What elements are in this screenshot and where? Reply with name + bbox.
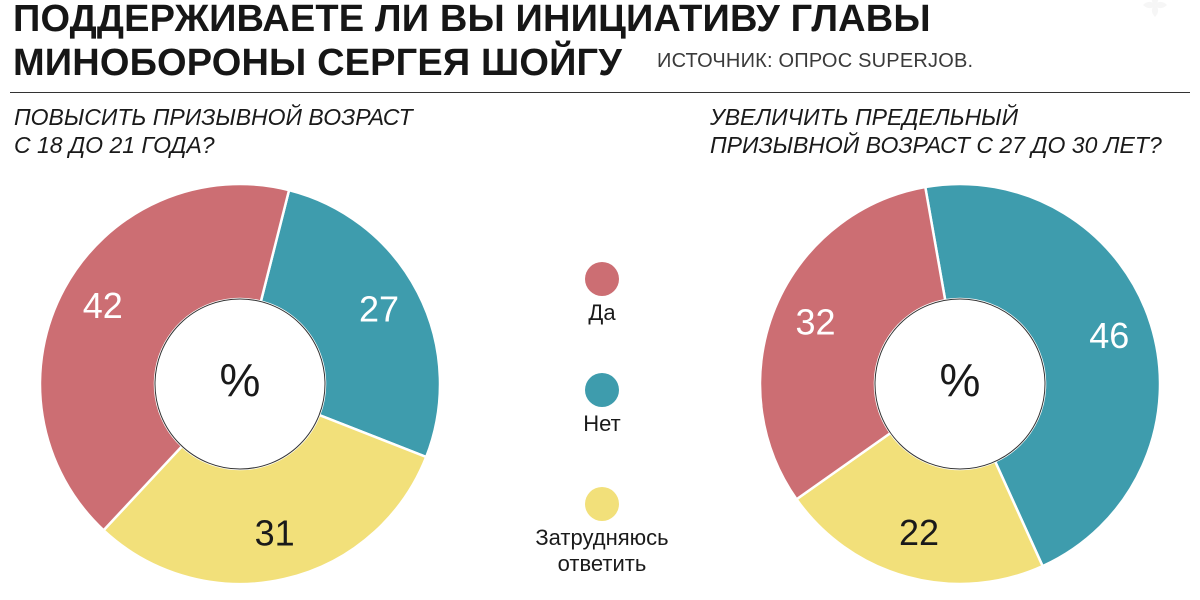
svg-text:%: % [220,354,261,406]
svg-text:22: 22 [899,512,939,553]
svg-text:42: 42 [83,285,123,326]
svg-text:32: 32 [795,301,835,342]
svg-text:27: 27 [359,289,399,330]
svg-text:46: 46 [1089,315,1129,356]
svg-text:31: 31 [255,512,295,553]
svg-text:%: % [940,354,981,406]
